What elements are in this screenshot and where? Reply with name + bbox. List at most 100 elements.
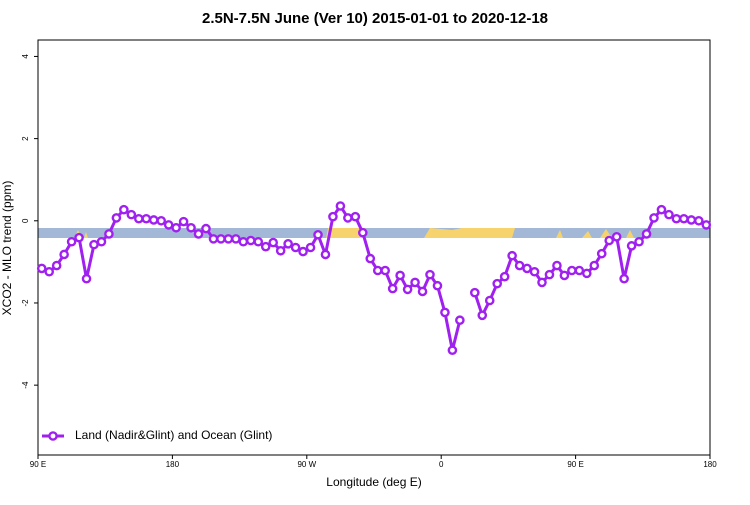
y-tick-label: 4 xyxy=(21,54,30,59)
data-point xyxy=(522,263,532,274)
data-point xyxy=(499,271,510,282)
y-tick-label: 2 xyxy=(21,136,30,141)
data-point xyxy=(111,213,122,223)
x-axis-label: Longitude (deg E) xyxy=(326,475,421,489)
data-point xyxy=(328,211,338,222)
data-point xyxy=(126,209,137,220)
x-tick-label: 0 xyxy=(439,460,444,469)
data-point xyxy=(163,220,174,230)
y-tick-label: 0 xyxy=(21,218,30,223)
data-point xyxy=(193,229,204,239)
data-point xyxy=(208,234,219,244)
x-tick-label: 180 xyxy=(703,460,717,469)
data-point xyxy=(469,287,480,298)
data-point xyxy=(455,315,465,326)
data-point xyxy=(96,236,107,247)
x-tick-label: 180 xyxy=(166,460,180,469)
data-point xyxy=(559,270,570,281)
data-point xyxy=(89,239,99,250)
data-point xyxy=(298,246,308,257)
data-point xyxy=(641,229,652,239)
data-point xyxy=(596,248,607,259)
data-point xyxy=(604,235,615,246)
data-point xyxy=(350,211,361,222)
data-point xyxy=(574,265,585,276)
data-point xyxy=(216,234,226,244)
data-point xyxy=(290,242,301,253)
data-point xyxy=(372,265,383,276)
data-point xyxy=(74,232,84,243)
data-point xyxy=(253,236,264,247)
data-point xyxy=(701,220,712,230)
data-point xyxy=(223,234,234,244)
data-point xyxy=(484,295,495,306)
data-point xyxy=(133,213,144,224)
data-point xyxy=(634,236,644,247)
y-axis-label: XCO2 - MLO trend (ppm) xyxy=(0,181,14,316)
data-point xyxy=(104,229,114,239)
data-point xyxy=(231,234,241,244)
data-point xyxy=(544,269,555,280)
data-point xyxy=(141,213,152,224)
data-point xyxy=(343,213,353,223)
data-point xyxy=(507,250,517,261)
chart-title: 2.5N-7.5N June (Ver 10) 2015-01-01 to 20… xyxy=(202,10,548,27)
data-point xyxy=(514,260,525,271)
data-point xyxy=(44,266,55,277)
data-point xyxy=(440,307,450,318)
data-point xyxy=(245,235,256,246)
x-tick-label: 90 E xyxy=(567,460,583,469)
data-point xyxy=(387,283,398,294)
data-point xyxy=(492,278,503,289)
data-point xyxy=(626,241,637,251)
data-point xyxy=(425,269,435,280)
data-point xyxy=(201,223,211,234)
data-point xyxy=(619,273,629,284)
data-point xyxy=(679,213,689,224)
data-point xyxy=(268,237,279,248)
data-point xyxy=(335,201,346,211)
data-point xyxy=(552,260,562,271)
data-point xyxy=(365,253,376,264)
data-point xyxy=(537,277,547,288)
data-point xyxy=(589,260,600,271)
y-tick-label: -2 xyxy=(21,299,30,307)
data-point xyxy=(260,241,271,252)
data-point xyxy=(36,263,47,274)
legend-label: Land (Nadir&Glint) and Ocean (Glint) xyxy=(75,428,272,442)
data-point xyxy=(119,204,129,215)
data-point xyxy=(156,215,166,226)
data-point xyxy=(529,266,540,277)
data-point xyxy=(275,245,286,256)
data-point xyxy=(320,249,331,260)
data-point xyxy=(694,215,704,226)
data-point xyxy=(305,242,316,253)
ocean-band xyxy=(38,228,710,238)
data-point xyxy=(380,265,391,276)
x-tick-label: 90 E xyxy=(30,460,46,469)
data-point xyxy=(582,268,592,279)
data-point xyxy=(664,209,674,220)
data-point xyxy=(432,280,443,291)
data-point xyxy=(59,249,69,260)
data-point xyxy=(417,286,428,297)
data-point xyxy=(283,239,293,249)
data-point xyxy=(567,265,577,276)
data-point xyxy=(313,229,323,240)
data-line xyxy=(473,207,707,320)
data-point xyxy=(238,236,249,247)
legend-marker xyxy=(48,431,58,441)
x-tick-label: 90 W xyxy=(297,460,316,469)
data-point xyxy=(686,215,697,225)
data-point xyxy=(649,213,659,223)
data-point xyxy=(410,277,420,288)
plot-frame xyxy=(37,39,711,456)
data-point xyxy=(178,216,189,227)
data-point xyxy=(656,204,667,215)
data-point xyxy=(671,213,682,224)
data-point xyxy=(148,215,159,225)
data-point xyxy=(186,222,196,233)
data-point xyxy=(395,270,405,281)
data-point xyxy=(66,236,77,247)
